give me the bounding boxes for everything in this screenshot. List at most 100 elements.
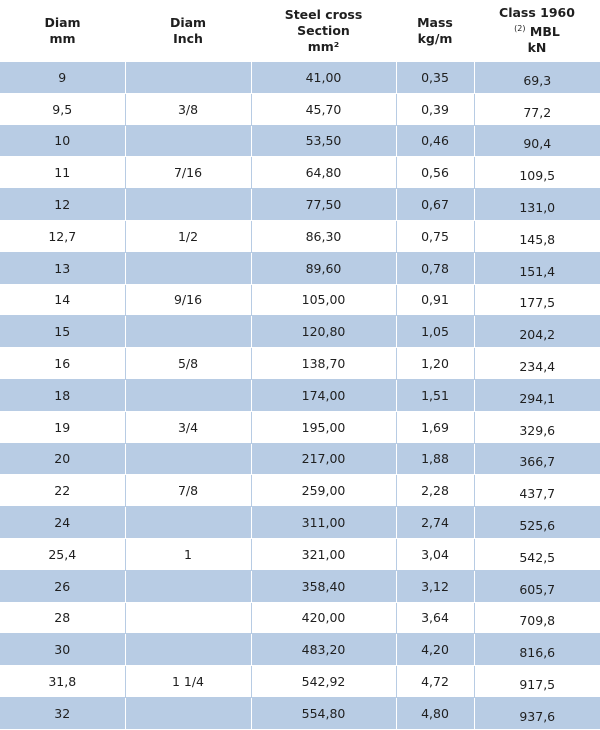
header-diam-mm-line1: Diam xyxy=(44,14,81,30)
header-mbl-unit: kN xyxy=(527,40,547,56)
cell-diam-inch: 3/8 xyxy=(125,93,252,126)
cell-diam-mm: 18 xyxy=(0,379,126,412)
cell-mbl: 937,6 xyxy=(474,697,600,730)
table-row: 20 217,00 1,88 366,7 xyxy=(0,443,600,476)
table-row: 11 7/16 64,80 0,56 109,5 xyxy=(0,156,600,190)
cell-mass: 1,05 xyxy=(396,315,475,349)
table-row: 26 358,40 3,12 605,7 xyxy=(0,570,600,603)
table-body: 9 41,00 0,35 69,3 9,5 3/8 45,70 0,39 77,2 10 53,50… xyxy=(0,61,600,730)
cell-diam-inch xyxy=(125,379,252,412)
cell-mbl: 77,2 xyxy=(474,93,600,126)
cell-diam-inch: 7/16 xyxy=(125,156,252,190)
header-row: Diam mm Diam Inch Steel cross Section mm… xyxy=(0,0,600,62)
header-mbl-line2: (2) MBL xyxy=(478,21,596,40)
cell-diam-inch: 9/16 xyxy=(125,284,252,317)
table-row: 10 53,50 0,46 90,4 xyxy=(0,125,600,158)
cell-diam-mm: 20 xyxy=(0,443,126,476)
cell-mass: 1,69 xyxy=(396,411,475,444)
cell-diam-mm: 32 xyxy=(0,697,126,730)
cell-mass: 3,64 xyxy=(396,602,475,635)
table-row: 19 3/4 195,00 1,69 329,6 xyxy=(0,411,600,444)
cell-diam-inch xyxy=(125,633,252,667)
cell-diam-inch xyxy=(125,570,252,603)
header-diam-inch-line1: Diam xyxy=(169,14,207,30)
table-row: 18 174,00 1,51 294,1 xyxy=(0,379,600,412)
cell-mass: 0,75 xyxy=(396,220,475,253)
cell-section: 120,80 xyxy=(251,315,397,349)
header-mass-line1: Mass xyxy=(417,14,453,30)
cell-diam-inch xyxy=(125,506,252,539)
cell-diam-mm: 28 xyxy=(0,602,126,635)
cell-mass: 0,46 xyxy=(396,125,475,158)
cell-diam-mm: 26 xyxy=(0,570,126,603)
cell-mbl: 605,7 xyxy=(474,570,600,603)
cell-diam-inch: 1/2 xyxy=(125,220,252,253)
cell-mbl: 542,5 xyxy=(474,538,600,571)
header-mass-unit: kg/m xyxy=(417,30,453,46)
table-row: 31,8 1 1/4 542,92 4,72 917,5 xyxy=(0,665,600,698)
cell-diam-inch xyxy=(125,61,252,94)
cell-diam-inch: 1 1/4 xyxy=(125,665,252,698)
cell-mbl: 177,5 xyxy=(474,284,600,317)
cell-diam-mm: 19 xyxy=(0,411,126,444)
cell-section: 259,00 xyxy=(251,474,397,508)
cell-section: 542,92 xyxy=(251,665,397,698)
cell-mbl: 204,2 xyxy=(474,315,600,349)
cell-section: 86,30 xyxy=(251,220,397,253)
cell-section: 105,00 xyxy=(251,284,397,317)
header-mbl-label: MBL xyxy=(529,24,560,40)
cell-mass: 3,04 xyxy=(396,538,475,571)
cell-mbl: 525,6 xyxy=(474,506,600,539)
cell-mass: 4,80 xyxy=(396,697,475,730)
footnote-marker: (2) xyxy=(514,23,526,33)
cell-mass: 3,12 xyxy=(396,570,475,603)
table-row: 14 9/16 105,00 0,91 177,5 xyxy=(0,284,600,317)
table-row: 25,4 1 321,00 3,04 542,5 xyxy=(0,538,600,571)
cell-mbl: 109,5 xyxy=(474,156,600,190)
cell-diam-inch xyxy=(125,125,252,158)
cell-section: 45,70 xyxy=(251,93,397,126)
cell-diam-inch xyxy=(125,602,252,635)
table-row: 15 120,80 1,05 204,2 xyxy=(0,315,600,349)
table-row: 30 483,20 4,20 816,6 xyxy=(0,633,600,667)
cell-mbl: 90,4 xyxy=(474,125,600,158)
cell-section: 77,50 xyxy=(251,188,397,221)
cell-mass: 1,88 xyxy=(396,443,475,476)
table-row: 32 554,80 4,80 937,6 xyxy=(0,697,600,730)
table-header: Diam mm Diam Inch Steel cross Section mm… xyxy=(0,0,600,62)
cell-section: 554,80 xyxy=(251,697,397,730)
cell-section: 217,00 xyxy=(251,443,397,476)
cell-section: 41,00 xyxy=(251,61,397,94)
cell-diam-mm: 10 xyxy=(0,125,126,158)
cell-mass: 2,28 xyxy=(396,474,475,508)
cell-diam-mm: 30 xyxy=(0,633,126,667)
header-diam-mm-line2: mm xyxy=(49,30,76,46)
cell-mbl: 145,8 xyxy=(474,220,600,253)
header-section-line2: Section xyxy=(297,22,350,38)
table-row: 12,7 1/2 86,30 0,75 145,8 xyxy=(0,220,600,253)
cell-diam-mm: 9 xyxy=(0,61,126,94)
cell-mbl: 151,4 xyxy=(474,252,600,285)
cell-diam-inch xyxy=(125,252,252,285)
cell-section: 420,00 xyxy=(251,602,397,635)
cell-mass: 0,78 xyxy=(396,252,475,285)
cell-section: 195,00 xyxy=(251,411,397,444)
cell-diam-mm: 31,8 xyxy=(0,665,126,698)
cell-diam-inch xyxy=(125,697,252,730)
cell-diam-mm: 13 xyxy=(0,252,126,285)
cell-mbl: 329,6 xyxy=(474,411,600,444)
table-row: 9 41,00 0,35 69,3 xyxy=(0,61,600,94)
header-diam-mm: Diam mm xyxy=(0,0,125,62)
cell-diam-inch: 5/8 xyxy=(125,347,252,380)
cell-mbl: 816,6 xyxy=(474,633,600,667)
header-steel-section: Steel cross Section mm² xyxy=(251,0,396,62)
cell-diam-inch xyxy=(125,443,252,476)
header-diam-inch-line2: Inch xyxy=(173,30,203,46)
cell-diam-mm: 11 xyxy=(0,156,126,190)
cell-diam-inch: 3/4 xyxy=(125,411,252,444)
table-row: 9,5 3/8 45,70 0,39 77,2 xyxy=(0,93,600,126)
cell-section: 138,70 xyxy=(251,347,397,380)
header-mbl-line1: Class 1960 xyxy=(499,4,575,20)
header-section-line1: Steel cross xyxy=(284,6,363,22)
